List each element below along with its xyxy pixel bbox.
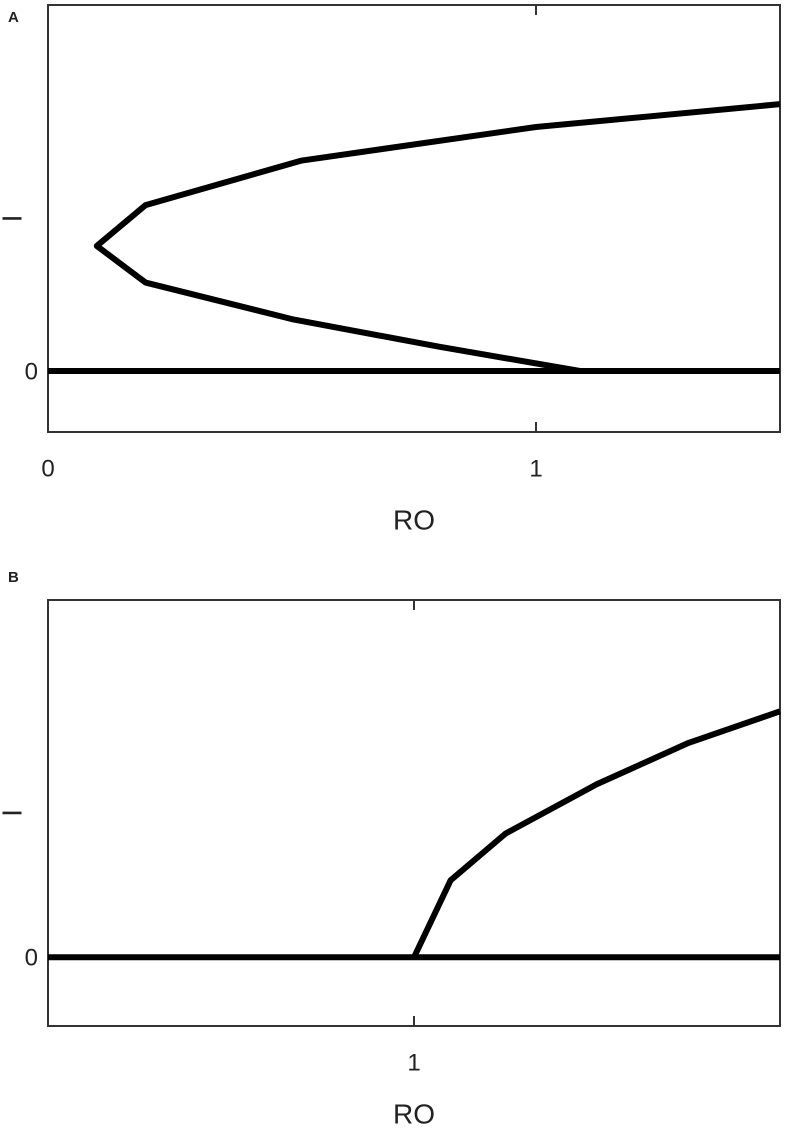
y-axis-label: I	[0, 215, 27, 223]
panel-label: A	[8, 9, 19, 26]
y-tick-label: 0	[25, 358, 38, 385]
curve	[411, 708, 781, 959]
x-axis-label: RO	[393, 504, 435, 535]
x-tick-label: 1	[407, 1049, 420, 1076]
plot-frame	[47, 4, 781, 433]
y-tick-label: 0	[25, 945, 38, 972]
panel-label: B	[8, 569, 19, 586]
y-axis-label: I	[0, 809, 27, 817]
plot-frame	[47, 599, 781, 1027]
x-tick-label: 0	[41, 455, 54, 482]
x-axis-label: RO	[393, 1098, 435, 1129]
curve	[93, 101, 781, 374]
x-tick-label: 1	[529, 455, 542, 482]
